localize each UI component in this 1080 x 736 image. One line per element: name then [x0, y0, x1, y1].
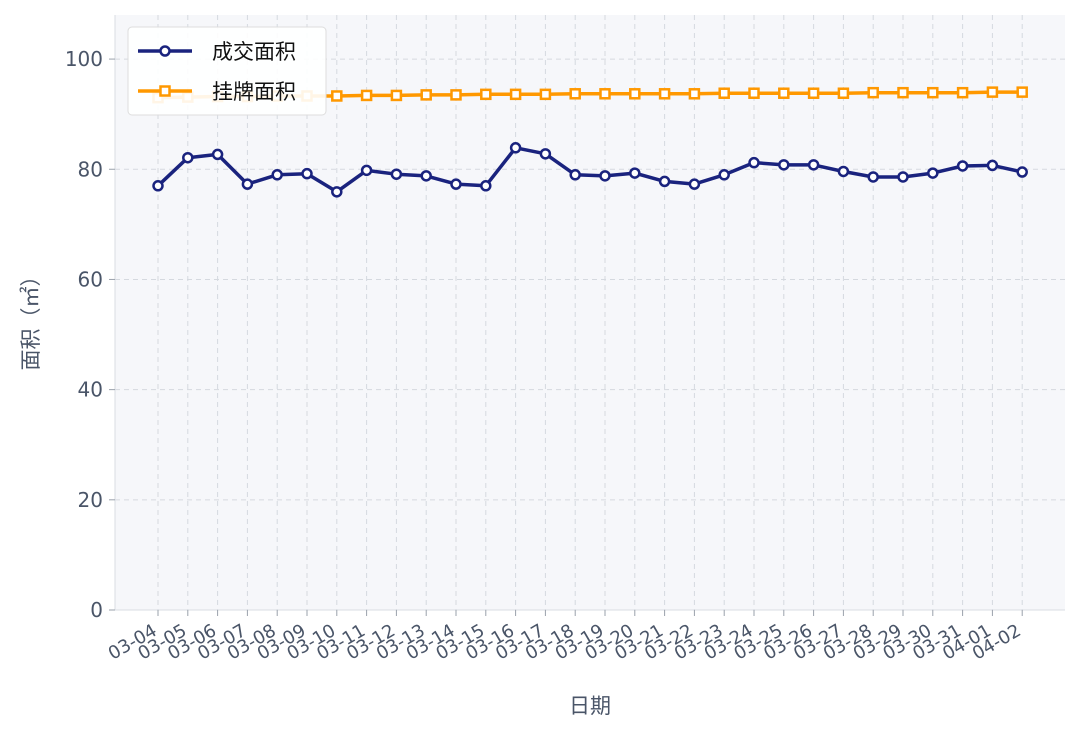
data-point: [778, 159, 790, 171]
data-point: [986, 86, 999, 98]
legend-label-listing-area: 挂牌面积: [212, 80, 296, 104]
data-point: [807, 159, 820, 171]
data-point: [480, 180, 492, 192]
data-point: [390, 89, 403, 102]
legend-marker-listing-area: [159, 85, 171, 97]
y-tick-label: 20: [78, 488, 103, 512]
data-point: [569, 169, 581, 181]
data-point: [271, 169, 283, 181]
y-tick-label: 40: [78, 378, 103, 402]
data-point: [629, 88, 641, 100]
data-point: [927, 86, 939, 99]
data-point: [658, 88, 671, 100]
data-point: [331, 186, 343, 198]
y-tick-label: 60: [78, 267, 103, 291]
data-point: [480, 88, 492, 101]
y-axis-title: 面积（㎡）: [19, 266, 43, 371]
data-point: [837, 87, 850, 99]
data-point: [450, 178, 462, 190]
data-point: [986, 159, 999, 172]
data-point: [897, 171, 909, 183]
data-point: [509, 142, 522, 154]
data-point: [509, 88, 522, 101]
data-point: [837, 165, 850, 178]
data-point: [331, 90, 343, 102]
data-point: [867, 171, 879, 183]
data-point: [450, 89, 462, 101]
legend-label-deal-area: 成交面积: [212, 40, 296, 64]
data-point: [748, 156, 760, 169]
data-point: [152, 180, 164, 192]
legend-marker-deal-area: [159, 45, 171, 57]
data-point: [241, 178, 254, 190]
data-point: [420, 170, 432, 182]
data-point: [688, 178, 701, 190]
data-point: [1016, 166, 1028, 178]
data-point: [599, 88, 611, 100]
data-point: [360, 89, 373, 102]
data-point: [688, 88, 701, 100]
data-point: [956, 160, 969, 172]
data-point: [390, 168, 403, 180]
data-point: [718, 87, 730, 99]
data-point: [539, 88, 552, 101]
data-point: [539, 148, 552, 160]
data-point: [629, 167, 641, 179]
y-tick-label: 0: [90, 598, 103, 622]
x-axis-title: 日期: [569, 694, 611, 718]
y-axis-ticks: 0 20 40 60 80 100: [65, 47, 115, 622]
data-point: [778, 87, 790, 99]
data-point: [599, 170, 611, 182]
data-point: [301, 167, 313, 180]
data-point: [420, 89, 432, 101]
data-point: [360, 164, 373, 177]
data-point: [182, 151, 194, 164]
data-point: [1016, 86, 1028, 98]
y-tick-label: 80: [78, 157, 103, 181]
data-point: [867, 86, 879, 99]
data-point: [956, 86, 969, 99]
x-axis-ticks: 03-0403-0503-0603-0703-0803-0903-1003-11…: [105, 610, 1025, 664]
data-point: [718, 169, 730, 181]
data-point: [569, 88, 581, 100]
legend: 成交面积 挂牌面积: [127, 26, 327, 116]
data-point: [658, 175, 671, 188]
data-point: [211, 148, 224, 161]
data-point: [807, 87, 820, 99]
data-point: [748, 87, 760, 99]
data-point: [927, 167, 939, 179]
data-point: [897, 86, 909, 99]
legend-box: [127, 26, 327, 116]
y-tick-label: 100: [65, 47, 103, 71]
